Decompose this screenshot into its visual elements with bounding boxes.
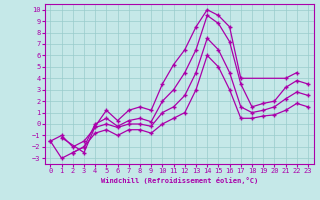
X-axis label: Windchill (Refroidissement éolien,°C): Windchill (Refroidissement éolien,°C)	[100, 177, 258, 184]
